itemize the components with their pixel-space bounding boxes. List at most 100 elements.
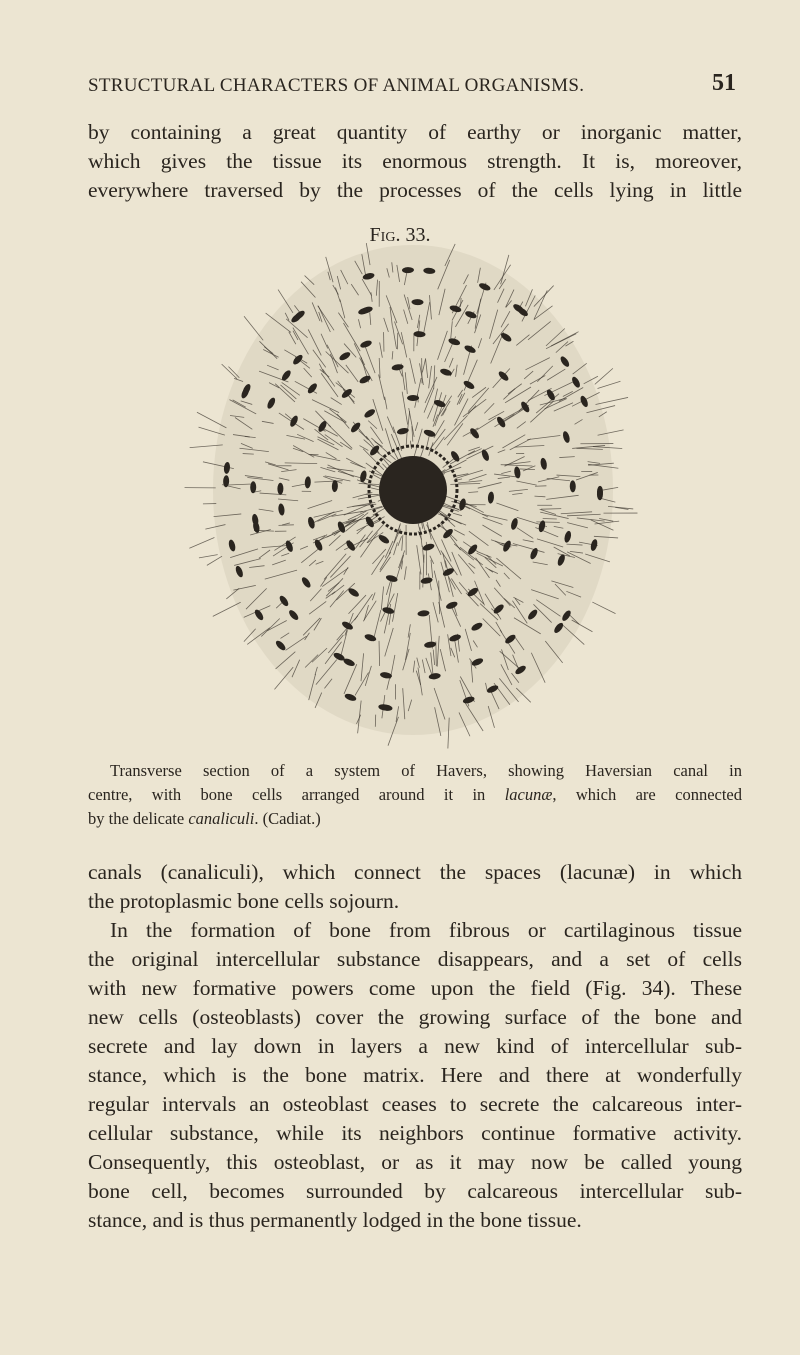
text-line: which gives the tissue its enormous stre… bbox=[88, 149, 742, 173]
figure-stroke bbox=[458, 480, 483, 484]
figure-stroke bbox=[440, 561, 450, 593]
figure-stroke bbox=[569, 550, 584, 554]
figure-stroke bbox=[320, 577, 328, 587]
figure-stroke bbox=[479, 603, 499, 621]
figure-stroke bbox=[533, 290, 548, 320]
figure-stroke bbox=[317, 513, 337, 522]
figure-stroke bbox=[333, 652, 345, 661]
figure-stroke bbox=[189, 444, 223, 449]
figure-stroke bbox=[468, 562, 476, 569]
figure-stroke bbox=[382, 607, 395, 614]
figure-stroke bbox=[336, 275, 342, 290]
figure-stroke bbox=[312, 349, 327, 368]
figure-stroke bbox=[268, 382, 280, 389]
figure-stroke bbox=[430, 652, 434, 675]
figure-stroke bbox=[512, 492, 523, 495]
figure-stroke bbox=[464, 628, 472, 651]
figure-stroke bbox=[343, 322, 361, 352]
figure-stroke bbox=[457, 554, 475, 574]
figure-stroke bbox=[517, 307, 528, 317]
figure-stroke bbox=[422, 543, 435, 551]
figure-stroke bbox=[451, 578, 462, 595]
figure-stroke bbox=[284, 312, 290, 321]
figure-stroke bbox=[329, 590, 345, 608]
figure-stroke bbox=[360, 532, 378, 558]
figure-stroke bbox=[386, 578, 394, 609]
figure-stroke bbox=[433, 570, 442, 601]
figure-stroke bbox=[400, 332, 408, 358]
figure-stroke bbox=[245, 588, 267, 610]
figure-stroke bbox=[380, 586, 384, 610]
figure-stroke bbox=[308, 516, 315, 529]
figure-stroke bbox=[438, 288, 446, 316]
figure-stroke bbox=[285, 635, 307, 651]
figure-stroke bbox=[407, 296, 411, 310]
figure-stroke bbox=[345, 512, 369, 532]
figure-stroke bbox=[239, 447, 269, 453]
figure-stroke bbox=[405, 431, 408, 446]
figure-stroke bbox=[458, 712, 471, 737]
figure-stroke bbox=[479, 283, 491, 291]
figure-stroke bbox=[360, 340, 372, 348]
figure-stroke bbox=[275, 601, 283, 609]
figure-stroke bbox=[539, 508, 557, 515]
figure-stroke bbox=[525, 357, 550, 371]
figure-stroke bbox=[361, 278, 372, 296]
figure-stroke bbox=[396, 264, 400, 282]
figure-stroke bbox=[383, 317, 389, 333]
figure-stroke bbox=[370, 445, 380, 456]
figure-stroke bbox=[379, 556, 391, 573]
figure-stroke bbox=[512, 600, 528, 624]
figure-stroke bbox=[462, 696, 475, 704]
figure-stroke bbox=[354, 260, 363, 275]
figure-stroke bbox=[496, 502, 519, 512]
figure-stroke bbox=[446, 601, 458, 609]
figure-stroke bbox=[244, 475, 263, 479]
figure-stroke bbox=[432, 392, 443, 422]
figure-stroke bbox=[557, 554, 565, 566]
figure-stroke bbox=[433, 420, 445, 439]
figure-stroke bbox=[254, 609, 264, 621]
figure-stroke bbox=[438, 525, 449, 532]
figure-stroke bbox=[455, 304, 469, 328]
figure-stroke bbox=[566, 551, 591, 564]
figure-stroke bbox=[370, 426, 383, 445]
figure-stroke bbox=[267, 397, 276, 409]
figure-stroke bbox=[335, 287, 341, 303]
figure-stroke bbox=[533, 285, 554, 307]
figure-stroke bbox=[513, 596, 524, 603]
figure-stroke bbox=[459, 498, 466, 511]
figure-stroke bbox=[258, 549, 271, 559]
caption-text: Transverse section of a system of Havers… bbox=[110, 761, 742, 780]
figure-stroke bbox=[471, 622, 483, 631]
figure-stroke bbox=[395, 706, 399, 722]
figure-stroke bbox=[438, 580, 441, 615]
figure-stroke bbox=[482, 524, 502, 537]
figure-stroke bbox=[454, 639, 459, 663]
figure-stroke bbox=[345, 364, 359, 383]
figure-stroke bbox=[519, 468, 535, 471]
figure-stroke bbox=[274, 666, 294, 690]
figure-stroke bbox=[513, 617, 541, 635]
figure-stroke bbox=[278, 524, 294, 526]
figure-stroke bbox=[259, 492, 287, 496]
figure-stroke bbox=[562, 431, 570, 443]
figure-stroke bbox=[446, 423, 464, 446]
figure-stroke bbox=[567, 522, 589, 529]
figure-stroke bbox=[432, 649, 435, 666]
figure-stroke bbox=[243, 316, 264, 341]
figure-stroke bbox=[359, 445, 369, 451]
figure-stroke bbox=[318, 311, 323, 323]
figure-stroke bbox=[436, 635, 440, 667]
figure-stroke bbox=[320, 467, 336, 473]
figure-stroke bbox=[443, 415, 468, 441]
figure-stroke bbox=[328, 535, 341, 547]
figure-stroke bbox=[503, 388, 516, 400]
figure-stroke bbox=[294, 310, 305, 320]
figure-stroke bbox=[346, 457, 364, 468]
text-line: In the formation of bone from fibrous or… bbox=[110, 918, 742, 942]
figure-stroke bbox=[385, 578, 392, 595]
figure-stroke bbox=[338, 312, 349, 328]
